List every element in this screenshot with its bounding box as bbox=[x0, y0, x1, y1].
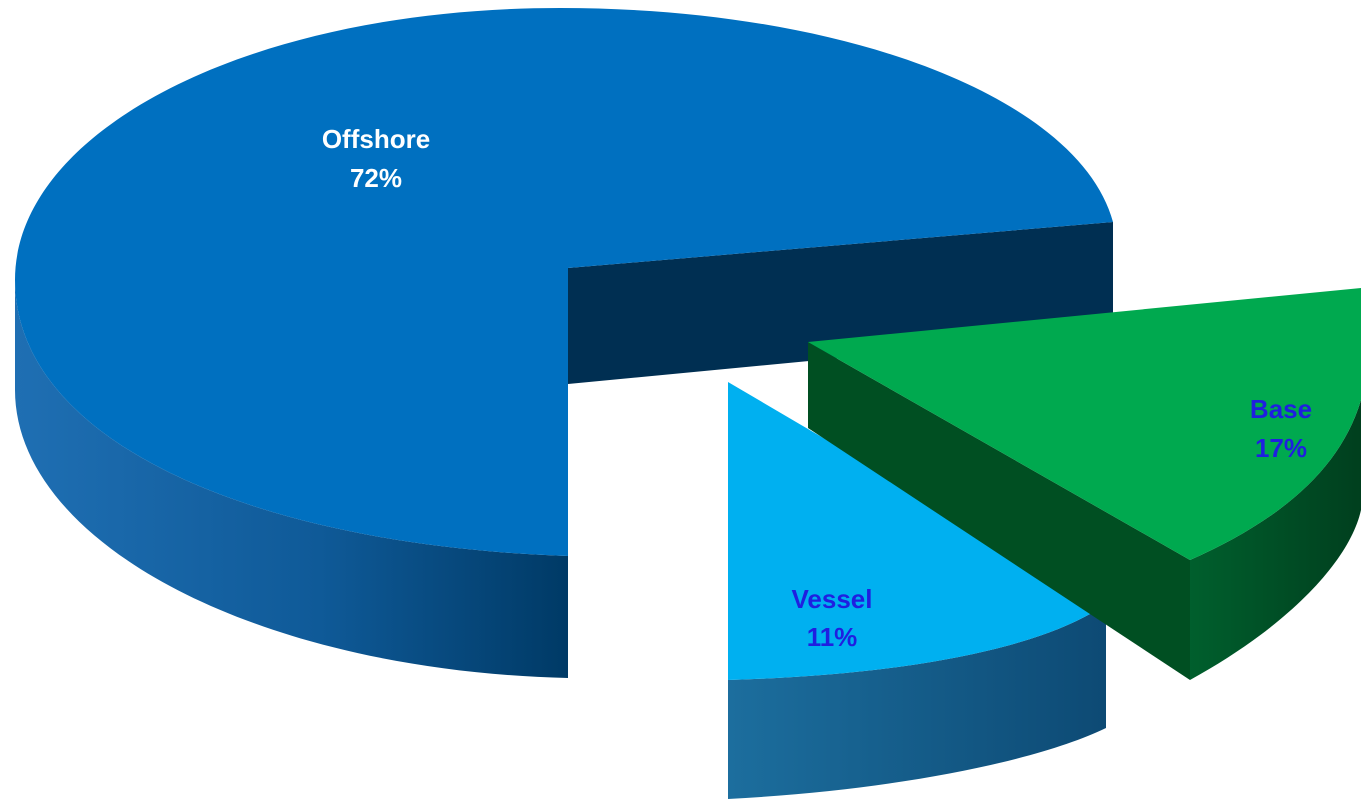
slice-name-base: Base bbox=[1250, 394, 1312, 424]
base-top bbox=[808, 288, 1361, 560]
slice-name-vessel: Vessel bbox=[792, 584, 873, 614]
vessel-outer-side bbox=[728, 604, 1106, 799]
base-outer-side bbox=[1190, 400, 1361, 680]
slice-percent-vessel: 11% bbox=[807, 622, 858, 652]
slice-label-base: Base 17% bbox=[1250, 394, 1312, 463]
offshore-top bbox=[15, 8, 1113, 556]
slice-name-offshore: Offshore bbox=[322, 124, 430, 154]
pie-slice-vessel bbox=[728, 382, 1106, 799]
slice-percent-offshore: 72% bbox=[350, 163, 402, 193]
base-inner-side bbox=[808, 342, 1190, 680]
offshore-outer-side bbox=[15, 280, 568, 678]
slice-label-offshore: Offshore 72% bbox=[322, 124, 430, 193]
pie-slice-base bbox=[808, 288, 1361, 680]
slice-percent-base: 17% bbox=[1255, 433, 1307, 463]
slice-label-vessel: Vessel 11% bbox=[792, 584, 873, 652]
vessel-top bbox=[728, 382, 1106, 680]
